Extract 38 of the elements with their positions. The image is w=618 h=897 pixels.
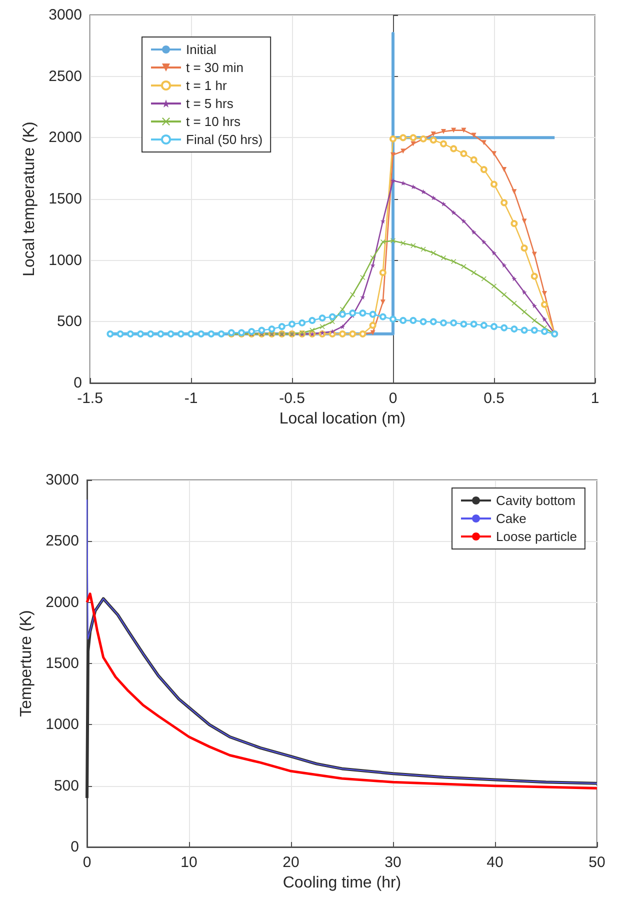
y-tick-label: 1500 [46,655,79,672]
y-tick-label: 1000 [48,252,82,269]
x-tick-label: 0 [388,390,398,407]
x-axis-title: Local location (m) [279,410,406,428]
x-tick-label: 1 [590,390,600,407]
y-axis-title: Local temperature (K) [21,122,38,276]
x-tick-label: -0.5 [279,390,305,407]
legend-label: t = 10 hrs [186,114,242,129]
legend-label: t = 30 min [186,60,244,75]
y-tick-label: 0 [74,374,82,392]
y-tick-label: 500 [54,777,79,794]
x-axis-title: Cooling time (hr) [282,874,402,892]
y-tick-label: 2500 [46,532,79,550]
legend-label: Cake [496,511,526,526]
legend-label: Initial [186,42,216,57]
x-tick-label: 40 [486,854,504,871]
y-tick-label: 0 [70,838,79,856]
legend-label: t = 1 hr [186,78,228,93]
y-tick-label: 3000 [48,6,82,24]
x-tick-label: 10 [180,854,198,871]
y-tick-label: 1000 [46,716,79,734]
x-tick-label: 30 [384,854,402,871]
y-tick-label: 2500 [48,68,82,85]
x-tick-label: -1.5 [77,390,103,407]
x-tick-label: 50 [588,854,606,871]
legend-label: Loose particle [496,529,577,544]
legend-label: Cavity bottom [496,493,576,508]
y-tick-label: 500 [56,313,82,330]
legend-label: Final (50 hrs) [186,132,263,147]
x-tick-label: 0.5 [484,390,504,407]
x-tick-label: 20 [282,854,300,871]
x-tick-label: -1 [184,390,198,407]
y-tick-label: 1500 [48,190,82,208]
y-tick-label: 2000 [46,594,79,611]
y-tick-label: 3000 [46,472,79,488]
y-tick-label: 2000 [48,129,82,146]
legend-label: t = 5 hrs [186,96,234,111]
y-axis-title: Temperture (K) [18,610,36,717]
